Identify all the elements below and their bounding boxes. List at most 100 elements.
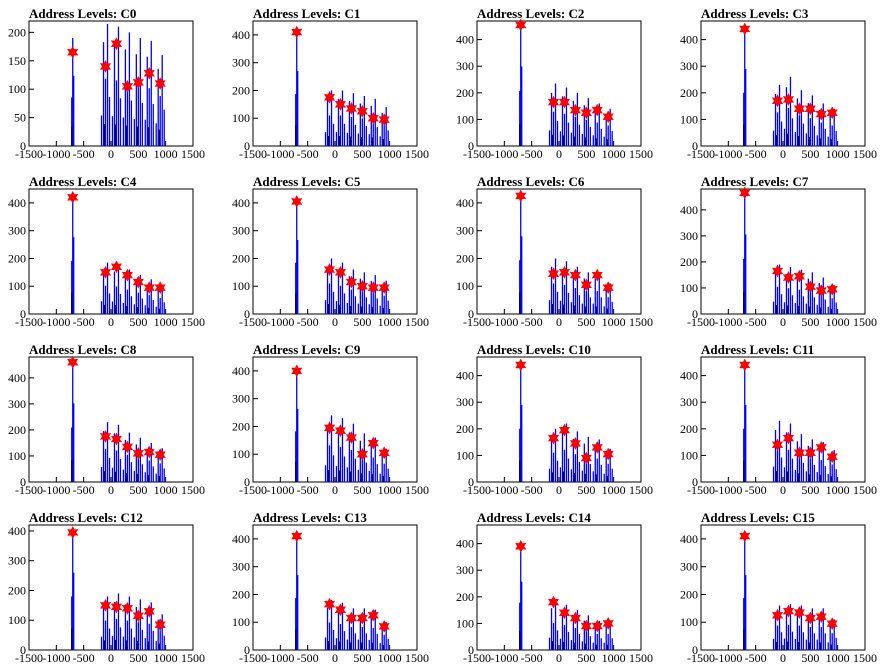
x-tick-label: -500 <box>745 315 767 329</box>
x-tick-label: 0 <box>332 651 338 665</box>
peak-marker <box>558 265 571 279</box>
y-tick-label: 0 <box>468 643 474 657</box>
x-tick-label: -500 <box>521 651 543 665</box>
plot-frame <box>476 188 642 315</box>
y-tick-label: 100 <box>8 449 26 463</box>
y-tick-label: 400 <box>680 33 698 47</box>
peak-marker <box>804 102 817 116</box>
x-tick-label: 500 <box>577 147 595 161</box>
panel-title: Address Levels: C1 <box>253 6 360 21</box>
x-tick-label: 1500 <box>181 147 205 161</box>
y-tick-label: 300 <box>8 397 26 411</box>
peak-marker <box>515 358 527 372</box>
peak-marker <box>602 616 614 630</box>
x-tick-label: -1000 <box>266 483 294 497</box>
peak-marker <box>67 355 79 369</box>
x-tick-label: 1500 <box>853 483 877 497</box>
y-tick-label: 100 <box>456 112 474 126</box>
peak-marker <box>569 611 582 625</box>
x-tick-label: 500 <box>801 483 819 497</box>
x-tick-label: -500 <box>521 315 543 329</box>
peak-marker <box>793 446 806 460</box>
x-tick-label: -1500 <box>687 315 715 329</box>
y-tick-label: 100 <box>232 615 250 629</box>
peak-marker <box>110 432 123 446</box>
peak-marker <box>99 429 112 443</box>
panel-c3: Address Levels: C3 0 100 200 300 400 -1500 -100… <box>680 6 877 161</box>
y-tick-label: 300 <box>232 224 250 238</box>
x-tick-label: 1000 <box>826 315 850 329</box>
panel-title: Address Levels: C9 <box>253 342 361 357</box>
peak-marker <box>67 45 79 59</box>
x-tick-label: 1500 <box>629 651 653 665</box>
panel-title: Address Levels: C7 <box>701 174 809 189</box>
peak-marker <box>580 278 593 292</box>
y-tick-label: 300 <box>456 59 474 73</box>
y-tick-label: 300 <box>680 59 698 73</box>
x-tick-label: -1500 <box>463 147 491 161</box>
peak-marker <box>793 269 806 283</box>
x-tick-label: -500 <box>297 315 319 329</box>
x-tick-label: 0 <box>556 651 562 665</box>
y-tick-label: 100 <box>680 615 698 629</box>
plot-frame <box>252 356 418 483</box>
peak-marker <box>591 268 603 282</box>
peak-marker <box>547 431 560 445</box>
plot-frame <box>252 188 418 315</box>
y-tick-label: 0 <box>244 643 250 657</box>
y-tick-label: 200 <box>232 83 250 97</box>
x-tick-label: 1500 <box>181 315 205 329</box>
x-tick-label: -1000 <box>714 315 742 329</box>
peak-marker <box>591 619 603 633</box>
y-tick-label: 400 <box>456 196 474 210</box>
x-tick-label: 1000 <box>602 483 626 497</box>
x-tick-label: 1000 <box>826 483 850 497</box>
y-tick-label: 200 <box>232 251 250 265</box>
y-tick-label: 200 <box>680 255 698 269</box>
peak-marker <box>132 75 145 89</box>
x-tick-label: 0 <box>556 483 562 497</box>
x-tick-label: 1500 <box>629 483 653 497</box>
x-tick-label: -1000 <box>266 147 294 161</box>
panel-c14: Address Levels: C14 0 100 200 300 400 -1500 -10… <box>456 510 653 665</box>
peak-marker <box>323 421 336 435</box>
peak-marker <box>356 104 369 118</box>
x-tick-label: -1500 <box>15 315 43 329</box>
x-tick-label: 500 <box>801 147 819 161</box>
peak-marker <box>739 22 751 36</box>
peak-marker <box>143 66 155 80</box>
x-tick-label: -1000 <box>714 147 742 161</box>
y-tick-label: 100 <box>680 281 698 295</box>
plot-frame <box>28 356 194 483</box>
y-tick-label: 100 <box>8 613 26 627</box>
panel-c2: Address Levels: C2 0 100 200 300 400 -1500 -100… <box>456 6 653 161</box>
peak-marker <box>143 604 155 618</box>
x-tick-label: 0 <box>556 315 562 329</box>
y-tick-label: 300 <box>232 56 250 70</box>
x-tick-label: 1000 <box>826 651 850 665</box>
y-tick-label: 400 <box>8 196 26 210</box>
x-tick-label: -500 <box>297 651 319 665</box>
x-tick-label: -500 <box>73 147 95 161</box>
peak-marker <box>771 264 784 278</box>
peak-marker <box>547 95 560 109</box>
peak-marker <box>121 440 134 454</box>
x-tick-label: 500 <box>353 483 371 497</box>
y-tick-label: 100 <box>456 616 474 630</box>
y-tick-label: 300 <box>680 560 698 574</box>
peak-marker <box>782 604 795 618</box>
y-tick-label: 100 <box>8 279 26 293</box>
peak-marker <box>291 529 303 543</box>
peak-marker <box>132 275 145 289</box>
peak-marker <box>345 275 358 289</box>
panel-title: Address Levels: C15 <box>701 510 815 525</box>
y-tick-label: 0 <box>244 139 250 153</box>
y-tick-label: 100 <box>680 112 698 126</box>
y-tick-label: 100 <box>8 82 26 96</box>
peak-marker <box>291 25 303 39</box>
y-tick-label: 300 <box>8 554 26 568</box>
panel-title: Address Levels: C0 <box>29 6 136 21</box>
y-tick-label: 300 <box>456 395 474 409</box>
panel-title: Address Levels: C2 <box>477 6 584 21</box>
y-tick-label: 200 <box>456 251 474 265</box>
